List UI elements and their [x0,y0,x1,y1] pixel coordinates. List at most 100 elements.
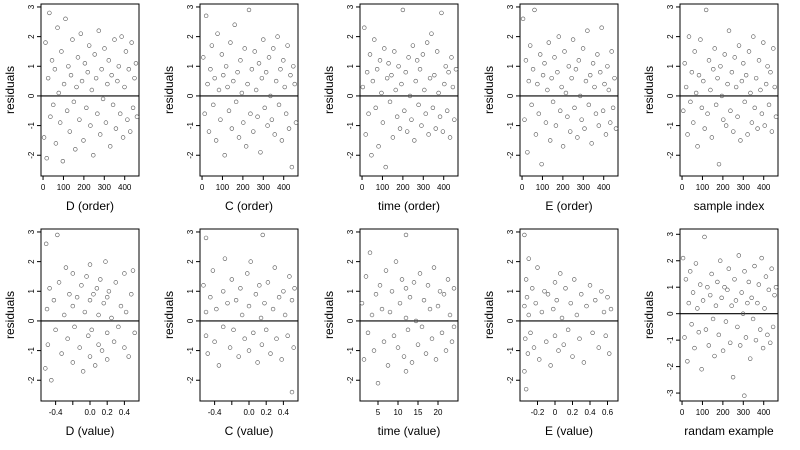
data-point [751,34,756,39]
x-tick-label: 10 [394,408,403,417]
data-point [526,312,531,318]
data-point [598,70,603,75]
x-tick-label: -0.4 [208,408,222,417]
data-point [405,327,411,333]
data-point [549,75,554,81]
data-point [763,274,769,279]
y-tick-label: -1 [27,346,36,354]
data-point [772,84,777,90]
data-point [695,144,700,149]
data-point [45,75,51,81]
data-point [87,262,93,267]
data-point [232,22,237,27]
data-point [278,67,283,72]
scatter-points [201,7,299,170]
data-point [92,363,98,368]
data-point [106,289,112,294]
data-point [437,114,443,119]
data-point [271,46,276,51]
x-tick-label: 0 [360,183,365,192]
data-point [122,345,127,350]
data-point [559,84,564,90]
data-point [206,129,212,134]
data-point [439,10,444,16]
data-point [236,135,242,140]
data-point [102,46,107,51]
data-point [533,300,538,306]
data-point [43,241,49,247]
data-point [539,161,544,167]
panel-time-value: time (value) residuals 5 10 15 20 -2 -1 0 1 2 3 [322,228,459,438]
data-point [414,58,420,63]
data-point [750,316,756,322]
data-point [208,67,213,72]
y-tick-label: 1 [506,289,515,294]
data-point [762,123,767,128]
data-point [86,43,92,48]
data-point [382,46,387,51]
data-point [369,153,374,158]
data-point [49,378,54,383]
data-point [112,37,117,42]
data-point [563,90,569,96]
data-point [393,87,398,93]
data-point [227,345,233,350]
data-point [246,348,252,353]
data-point [710,316,716,322]
y-tick-label: 0 [346,318,355,323]
data-point [272,265,277,270]
data-point [709,135,715,140]
data-point [386,61,391,66]
data-point [580,46,586,51]
data-point [450,84,456,90]
data-point [720,348,726,353]
data-point [279,138,285,143]
data-point [211,102,216,108]
data-point [65,336,70,341]
data-point [608,120,613,125]
x-tick-label: 400 [118,183,132,192]
data-point [698,282,703,287]
panel-time-order: time (order) residuals 0 100 200 300 400 -2 -1… [322,3,459,213]
data-point [91,153,96,158]
data-point [686,300,691,306]
data-point [265,123,270,128]
data-point [274,336,279,341]
data-point [560,144,566,149]
data-point [522,232,527,238]
data-point [282,312,288,318]
data-point [613,126,619,131]
data-point [719,295,724,300]
data-point [441,292,447,297]
data-point [373,292,379,297]
x-axis-label: C (value) [225,424,274,438]
data-point [433,126,438,131]
data-point [722,52,727,57]
data-point [94,286,100,291]
x-tick-label: 100 [696,183,710,192]
data-point [711,67,716,72]
data-point [67,292,72,297]
data-point [688,99,693,105]
y-tick-label: -2 [346,376,355,384]
y-tick-label: 0 [506,93,515,98]
data-point [449,339,455,344]
data-point [253,87,259,93]
x-tick-label: 100 [536,183,550,192]
data-point [596,123,602,128]
data-point [732,277,737,282]
data-point [47,10,52,16]
data-point [129,292,134,297]
y-axis-label: residuals [3,291,17,339]
data-point [222,153,227,158]
x-tick-label: 300 [417,183,431,192]
data-point [725,287,730,293]
data-point [225,300,230,306]
data-point [262,300,267,306]
data-point [43,366,48,371]
y-tick-label: 3 [27,4,36,9]
data-point [287,274,292,279]
data-point [276,102,282,108]
data-point [726,266,731,271]
data-point [253,292,259,297]
